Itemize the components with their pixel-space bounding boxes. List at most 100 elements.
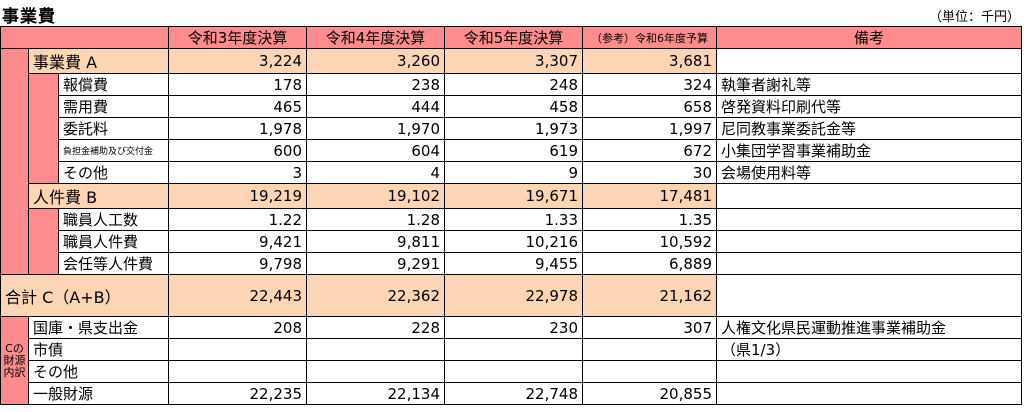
- header-blank: [0, 26, 169, 49]
- cell: 9,798: [168, 252, 307, 275]
- cell: 658: [582, 95, 717, 118]
- cell: 21,162: [582, 274, 717, 317]
- cell: 178: [168, 73, 307, 96]
- table-row: 需用費 465 444 458 658 啓発資料印刷代等: [1, 95, 1022, 118]
- cell: 22,235: [168, 382, 307, 405]
- row-label: 市債: [28, 338, 169, 361]
- cell: 1.33: [444, 208, 583, 231]
- cell: 9,291: [306, 252, 445, 275]
- table-row: 市債 （県1/3）: [1, 338, 1022, 361]
- cell: 22,978: [444, 274, 583, 317]
- cell: [168, 338, 307, 361]
- col-header-r4: 令和4年度決算: [306, 26, 445, 49]
- cell: 20,855: [582, 382, 717, 405]
- cell: 1,970: [306, 117, 445, 140]
- row-label: 委託料: [58, 117, 169, 140]
- cell: 604: [306, 139, 445, 162]
- source-side-label: Cの財源内訳: [0, 316, 29, 405]
- cell: 1,973: [444, 117, 583, 140]
- cell: [444, 360, 583, 383]
- indent-margin: [28, 73, 59, 184]
- row-label: 需用費: [58, 95, 169, 118]
- table-row: 職員人工数 1.22 1.28 1.33 1.35: [1, 208, 1022, 275]
- cell: 9,455: [444, 252, 583, 275]
- cell: 444: [306, 95, 445, 118]
- col-header-r6: （参考）令和6年度予算: [582, 26, 717, 49]
- cell: [306, 360, 445, 383]
- note-cell: 尼同教事業委託金等: [716, 117, 1022, 140]
- row-label: 合計 C（A+B）: [0, 274, 169, 317]
- note-cell: 人権文化県民運動推進事業補助金: [716, 316, 1022, 339]
- cell: 1,997: [582, 117, 717, 140]
- cell: 10,216: [444, 230, 583, 253]
- row-label: その他: [58, 161, 169, 184]
- indent-margin: [28, 208, 59, 275]
- cell: 19,671: [444, 183, 583, 209]
- cell: 6,889: [582, 252, 717, 275]
- cell: 324: [582, 73, 717, 96]
- cell: [582, 360, 717, 383]
- cell: 672: [582, 139, 717, 162]
- cell: [582, 338, 717, 361]
- note-cell: （県1/3）: [716, 338, 1022, 361]
- table-row: その他: [1, 360, 1022, 383]
- row-label: 人件費 B: [28, 183, 169, 209]
- cell: 9,811: [306, 230, 445, 253]
- col-header-notes: 備考: [716, 26, 1022, 49]
- cell: 9: [444, 161, 583, 184]
- cell: 208: [168, 316, 307, 339]
- note-cell: [716, 230, 1022, 253]
- cell: 19,219: [168, 183, 307, 209]
- cell: 230: [444, 316, 583, 339]
- table-row: 一般財源 22,235 22,134 22,748 20,855: [1, 382, 1022, 405]
- table-row: 報償費 178 238 248 324 執筆者謝礼等: [1, 73, 1022, 184]
- row-label: その他: [28, 360, 169, 383]
- cell: 228: [306, 316, 445, 339]
- note-cell: [716, 274, 1022, 317]
- cell: 22,748: [444, 382, 583, 405]
- cell: 10,592: [582, 230, 717, 253]
- table-row: Cの財源内訳 国庫・県支出金 208 228 230 307 人権文化県民運動推…: [0, 316, 1022, 405]
- note-cell: 執筆者謝礼等: [716, 73, 1022, 96]
- cell: 248: [444, 73, 583, 96]
- cell: 19,102: [306, 183, 445, 209]
- left-margin: [0, 48, 29, 275]
- row-label: 会任等人件費: [58, 252, 169, 275]
- budget-table: 令和3年度決算 令和4年度決算 令和5年度決算 （参考）令和6年度予算 備考 事…: [0, 26, 1022, 405]
- cell: 22,443: [168, 274, 307, 317]
- note-cell: [716, 360, 1022, 383]
- col-header-r5: 令和5年度決算: [444, 26, 583, 49]
- total-row: 合計 C（A+B） 22,443 22,362 22,978 21,162: [0, 274, 1022, 317]
- note-cell: 小集団学習事業補助金: [716, 139, 1022, 162]
- row-label: 職員人工数: [58, 208, 169, 231]
- row-label: 職員人件費: [58, 230, 169, 253]
- table-row: 事業費 A 3,224 3,260 3,307 3,681: [0, 48, 1022, 275]
- cell: 3,681: [582, 48, 717, 74]
- note-cell: [716, 252, 1022, 275]
- note-cell: [716, 48, 1022, 74]
- cell: 17,481: [582, 183, 717, 209]
- header-row: 令和3年度決算 令和4年度決算 令和5年度決算 （参考）令和6年度予算 備考: [0, 26, 1022, 49]
- note-cell: [716, 382, 1022, 405]
- cell: 1.22: [168, 208, 307, 231]
- col-header-r3: 令和3年度決算: [168, 26, 307, 49]
- row-label: 報償費: [58, 73, 169, 96]
- cell: 1.28: [306, 208, 445, 231]
- cell: 3,307: [444, 48, 583, 74]
- table-row: その他 3 4 9 30 会場使用料等: [1, 161, 1022, 184]
- cell: 619: [444, 139, 583, 162]
- row-label: 負担金補助及び交付金: [58, 139, 169, 162]
- table-row: 負担金補助及び交付金 600 604 619 672 小集団学習事業補助金: [1, 139, 1022, 162]
- cell: 3,224: [168, 48, 307, 74]
- cell: [168, 360, 307, 383]
- cell: 238: [306, 73, 445, 96]
- cell: 30: [582, 161, 717, 184]
- cell: 3,260: [306, 48, 445, 74]
- table-row: 委託料 1,978 1,970 1,973 1,997 尼同教事業委託金等: [1, 117, 1022, 140]
- cell: 600: [168, 139, 307, 162]
- cell: 22,362: [306, 274, 445, 317]
- cell: 22,134: [306, 382, 445, 405]
- cell: 458: [444, 95, 583, 118]
- cell: 1.35: [582, 208, 717, 231]
- table-row: 人件費 B 19,219 19,102 19,671 17,481: [1, 183, 1022, 209]
